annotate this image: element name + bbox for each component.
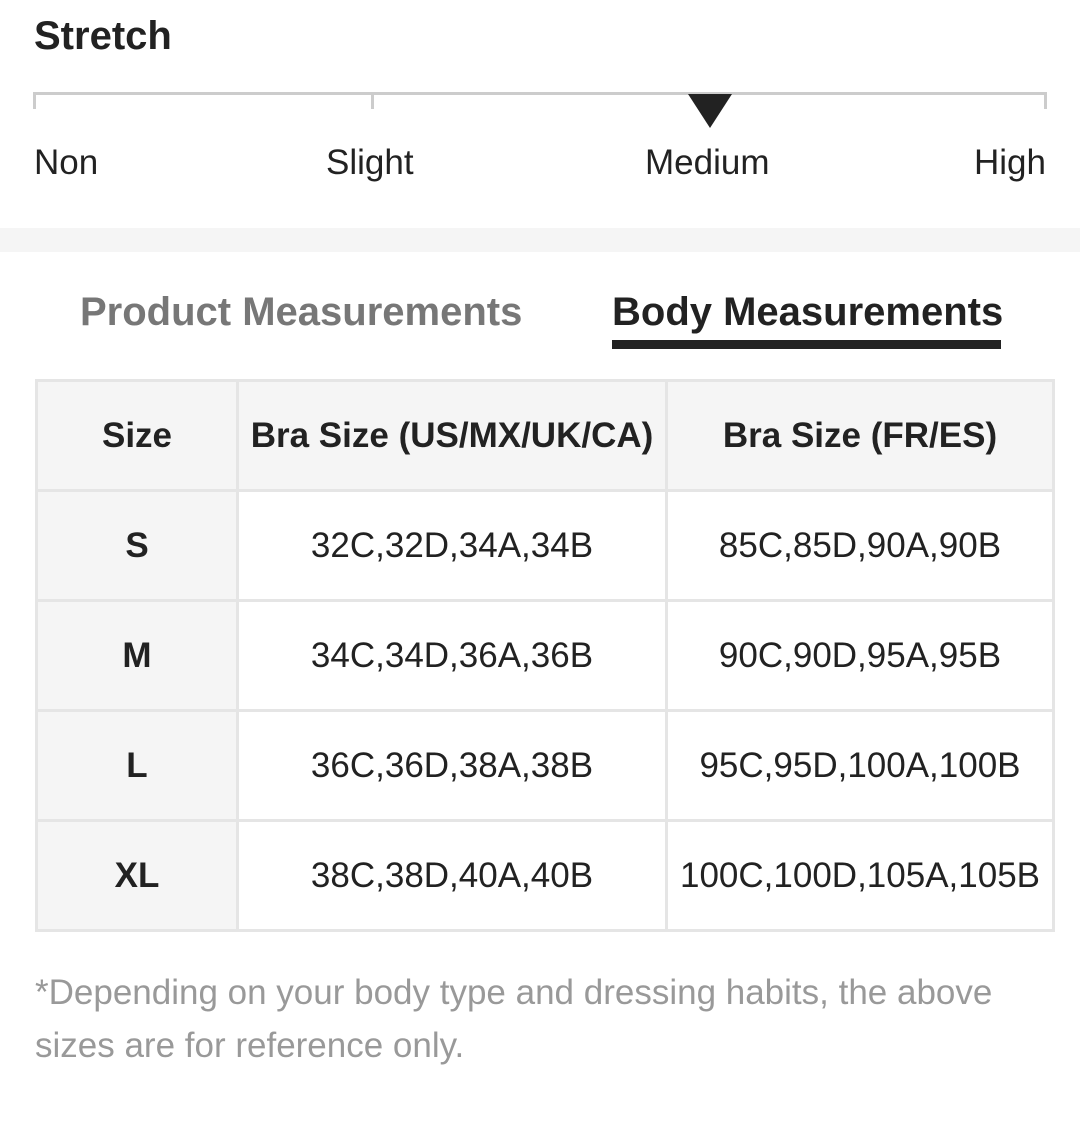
table-header-row: Size Bra Size (US/MX/UK/CA) Bra Size (FR…: [35, 379, 1055, 492]
bra-us-cell: 36C,36D,38A,38B: [236, 709, 668, 822]
stretch-level-high: High: [974, 143, 1046, 182]
table-row: S 32C,32D,34A,34B 85C,85D,90A,90B: [35, 489, 1055, 602]
scale-tick: [371, 92, 374, 109]
tab-body-measurements[interactable]: Body Measurements: [612, 290, 1004, 334]
stretch-level-medium: Medium: [645, 143, 770, 182]
size-cell: XL: [35, 819, 239, 932]
bra-fr-cell: 100C,100D,105A,105B: [665, 819, 1055, 932]
stretch-level-non: Non: [34, 143, 99, 182]
table-row: M 34C,34D,36A,36B 90C,90D,95A,95B: [35, 599, 1055, 712]
active-tab-indicator: [612, 340, 1001, 349]
table-row: L 36C,36D,38A,38B 95C,95D,100A,100B: [35, 709, 1055, 822]
stretch-level-slight: Slight: [326, 143, 414, 182]
bra-fr-cell: 85C,85D,90A,90B: [665, 489, 1055, 602]
bra-fr-cell: 95C,95D,100A,100B: [665, 709, 1055, 822]
size-cell: M: [35, 599, 239, 712]
size-disclaimer: *Depending on your body type and dressin…: [35, 973, 993, 1065]
section-divider: [0, 228, 1080, 252]
size-cell: L: [35, 709, 239, 822]
header-bra-us: Bra Size (US/MX/UK/CA): [236, 379, 668, 492]
header-bra-fr: Bra Size (FR/ES): [665, 379, 1055, 492]
size-table: Size Bra Size (US/MX/UK/CA) Bra Size (FR…: [35, 379, 1055, 932]
stretch-pointer-icon: [688, 94, 732, 128]
table-row: XL 38C,38D,40A,40B 100C,100D,105A,105B: [35, 819, 1055, 932]
bra-us-cell: 38C,38D,40A,40B: [236, 819, 668, 932]
stretch-scale: [33, 92, 1047, 95]
bra-fr-cell: 90C,90D,95A,95B: [665, 599, 1055, 712]
tab-product-measurements[interactable]: Product Measurements: [80, 290, 523, 334]
bra-us-cell: 34C,34D,36A,36B: [236, 599, 668, 712]
header-size: Size: [35, 379, 239, 492]
bra-us-cell: 32C,32D,34A,34B: [236, 489, 668, 602]
scale-tick: [1044, 92, 1047, 109]
size-cell: S: [35, 489, 239, 602]
scale-tick: [33, 92, 36, 109]
stretch-title: Stretch: [34, 14, 172, 58]
